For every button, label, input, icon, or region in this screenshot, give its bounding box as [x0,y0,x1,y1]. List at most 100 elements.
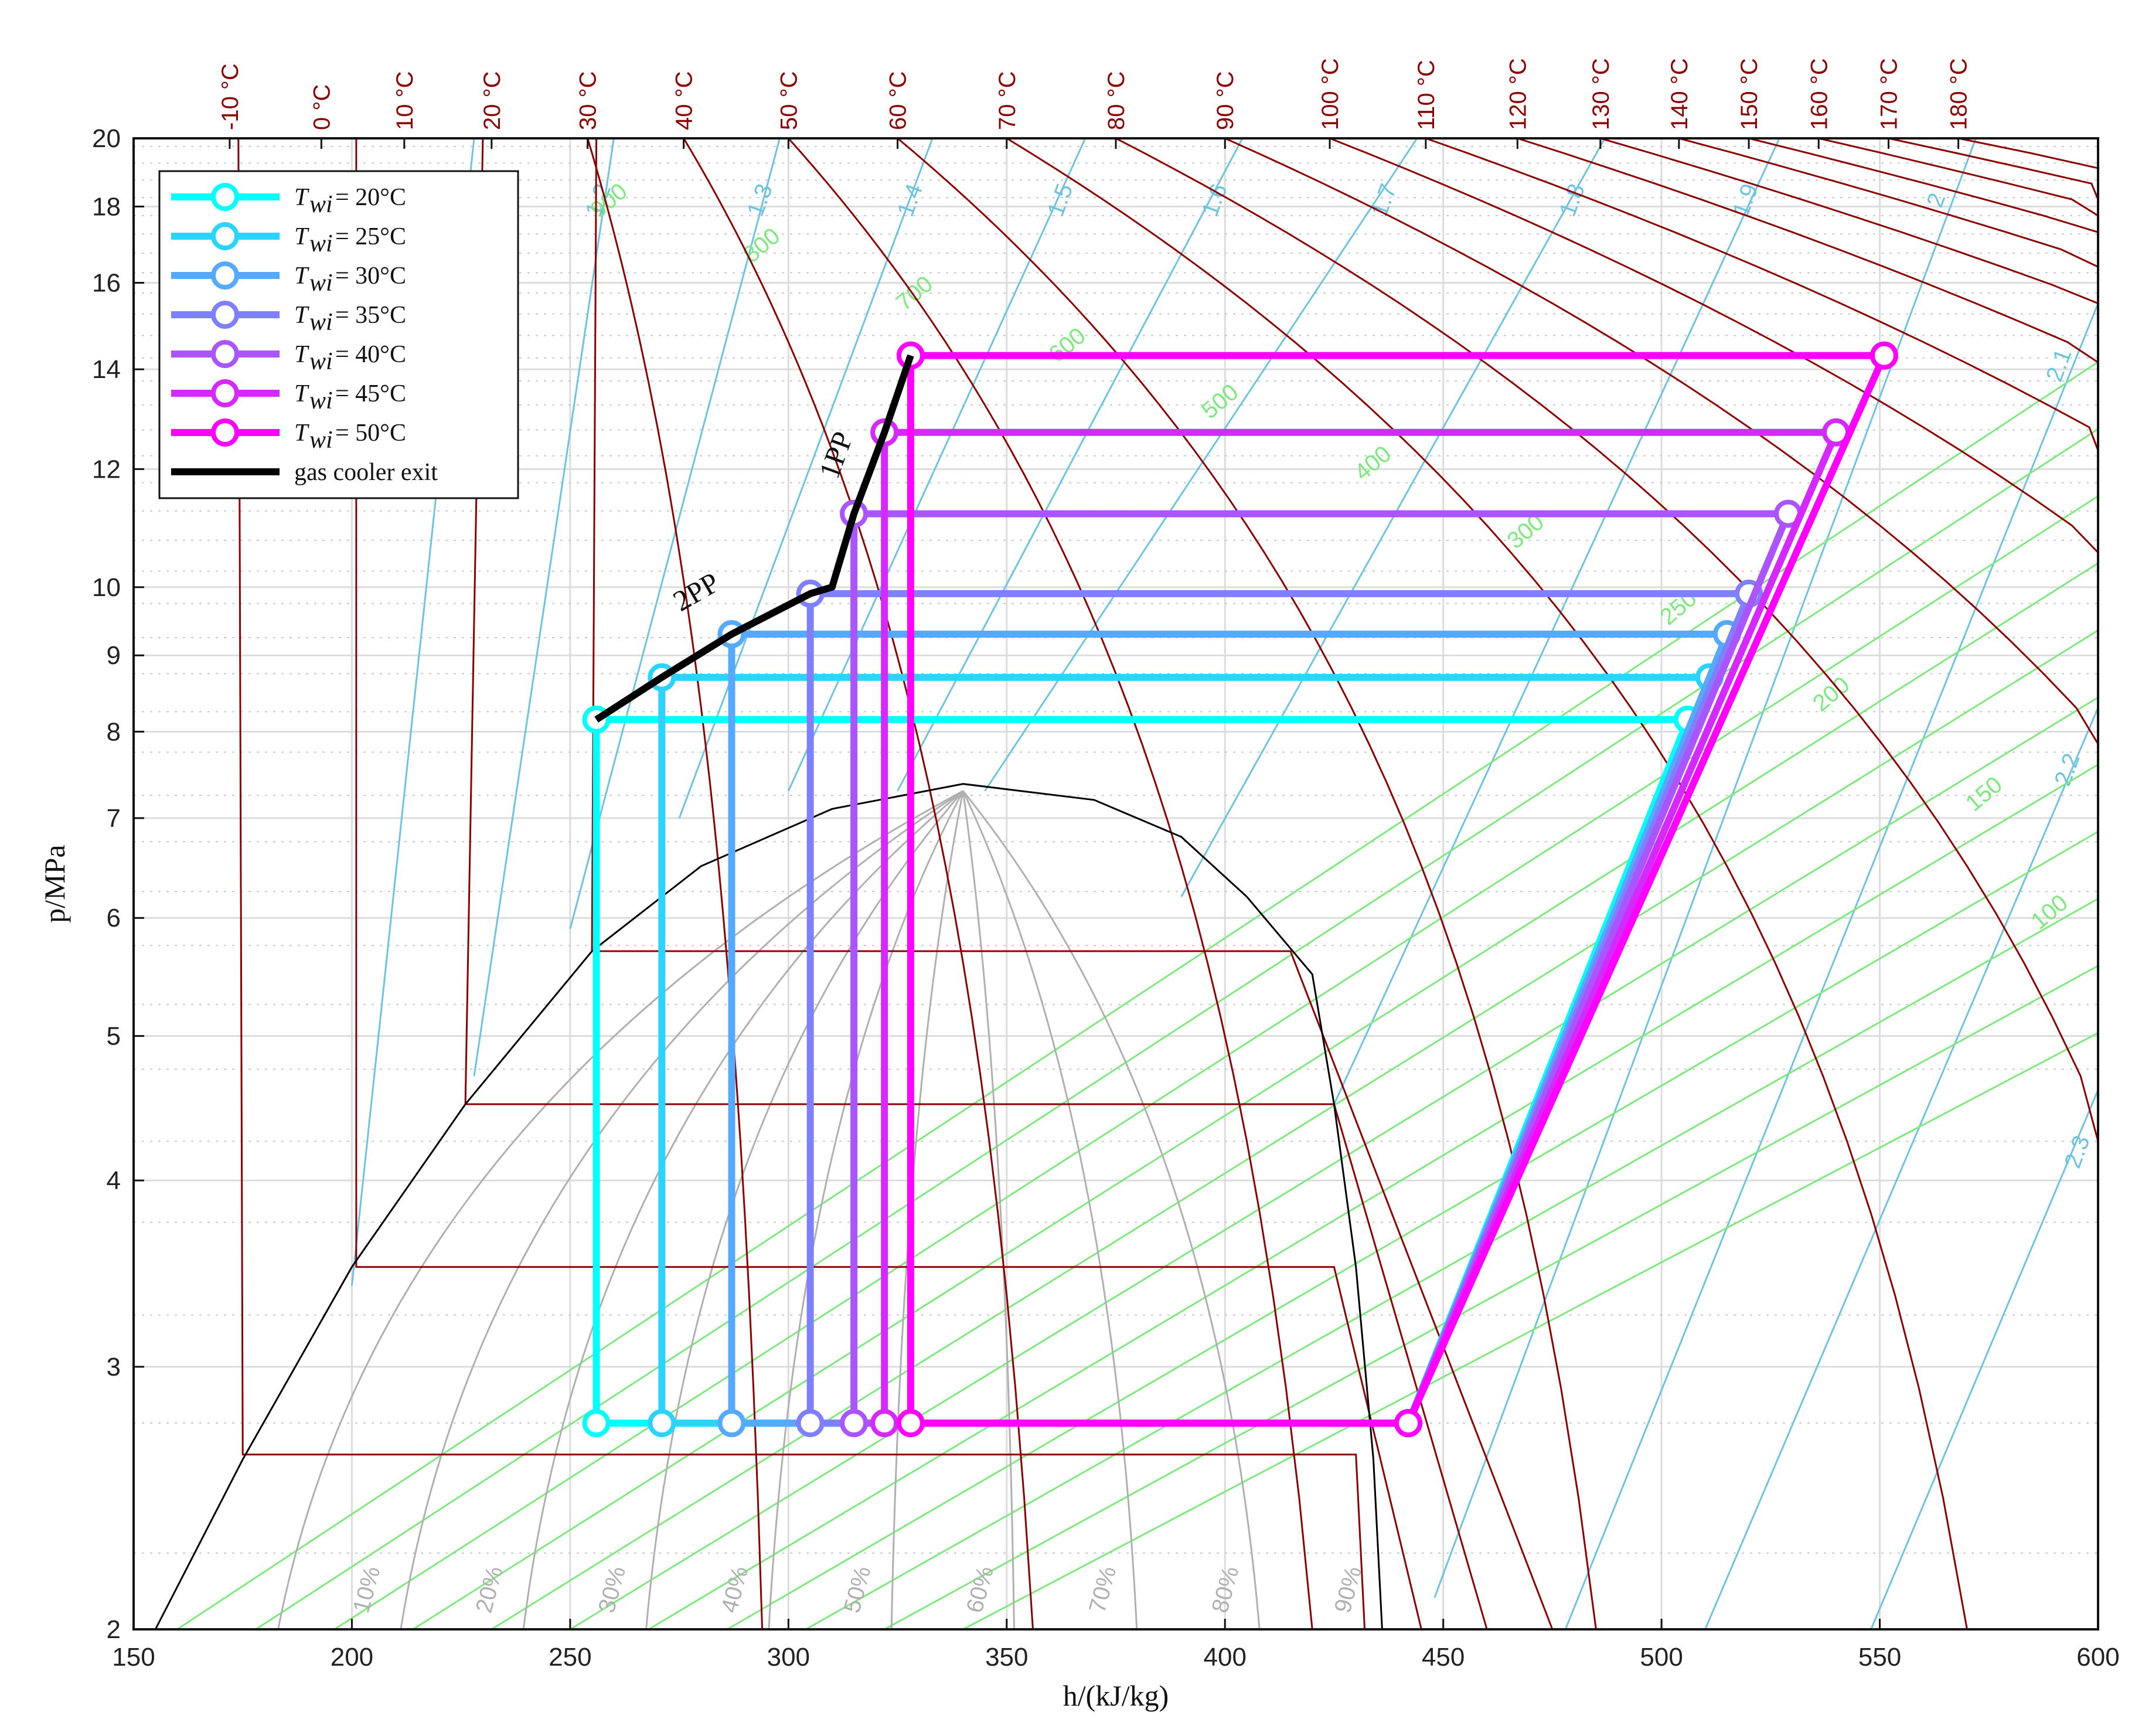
legend-sub: wi [309,230,333,257]
y-tick-label: 3 [107,1353,121,1381]
x-tick-label: 300 [767,1643,810,1672]
legend-marker [211,261,239,290]
top-tick-label: 0 °C [309,84,335,130]
top-tick-label: 160 °C [1806,58,1832,130]
y-tick-label: 16 [92,269,121,298]
x-tick-label: 200 [331,1643,373,1672]
quality-line [277,790,964,1630]
legend-var: T [294,420,309,447]
top-tick-label: -10 °C [217,63,243,130]
series-marker [1870,341,1899,370]
legend-sub: wi [309,191,333,218]
series-line [594,354,914,723]
isochor-label: 400 [1350,441,1396,486]
quality-label: 60% [962,1564,999,1616]
legend-marker [211,340,239,368]
isentrope-line [984,138,1418,792]
top-tick-label: 70 °C [995,72,1020,131]
top-tick-label: 180 °C [1946,58,1972,130]
quality-label: 50% [839,1564,876,1616]
isotherm-line [788,138,1313,1630]
top-tick-label: 20 °C [479,72,505,131]
isentrope-line [787,138,1087,792]
top-tick-label: 50 °C [776,72,802,131]
isentrope-label: 1.5 [1043,181,1078,220]
isotherm-line [1115,137,2099,1629]
series-line [881,428,1840,1427]
top-tick-label: 120 °C [1505,58,1531,130]
series-marker [870,1409,899,1438]
isochor-label: 600 [1044,323,1090,368]
x-tick-label: 600 [2076,1643,2119,1672]
legend-marker [211,418,239,447]
isochor-line [805,898,2099,1631]
legend-var: T [294,380,309,407]
legend-sub: wi [309,387,333,414]
legend-label: = 25°C [335,223,406,250]
legend-box [158,170,519,499]
isochor-label: 800 [738,223,785,268]
y-tick-label: 18 [92,192,121,221]
isotherm-line [683,138,1034,1630]
isentrope-line [1433,138,1977,1598]
legend-var: T [294,302,309,329]
top-tick-label: 60 °C [886,72,911,131]
x-tick-label: 500 [1640,1643,1683,1672]
isochor-label: 500 [1197,379,1243,424]
y-axis-title: p/MPa [38,845,71,923]
y-tick-label: 20 [92,124,121,153]
x-tick-label: 250 [549,1643,591,1672]
y-tick-label: 14 [92,355,121,384]
y-tick-label: 6 [107,904,121,932]
x-tick-label: 400 [1204,1643,1247,1672]
series-marker [717,1409,746,1438]
top-tick-label: 110 °C [1414,60,1439,130]
series-marker [796,1409,825,1438]
y-tick-label: 12 [92,455,121,484]
legend-label: = 40°C [335,341,406,368]
isochor-label: 700 [891,271,938,316]
isochor-line [333,495,2099,1631]
top-tick-label: 90 °C [1213,72,1238,131]
top-tick-label: 170 °C [1876,58,1902,130]
x-tick-label: 550 [1858,1643,1901,1672]
legend-sub: wi [309,309,333,336]
top-tick-label: 40 °C [672,72,697,131]
quality-line [400,790,964,1630]
series-marker [648,1409,676,1438]
legend-label: = 20°C [335,184,406,211]
isotherm-line [355,138,1422,1630]
saturation-dome [154,782,1383,1630]
y-tick-label: 8 [107,717,121,746]
isochor-line [570,696,2099,1631]
isotherm-line [1329,137,2099,1629]
x-axis-title: h/(kJ/kg) [1063,1679,1169,1712]
legend-label: gas cooler exit [294,459,438,486]
y-tick-label: 7 [107,804,121,833]
legend-var: T [294,223,309,250]
isentrope-line [1564,303,2099,1630]
y-tick-label: 5 [107,1022,121,1051]
isotherm-line [237,138,1366,1630]
annotation-1pp: 1PP [812,427,859,483]
legend-var: T [294,341,309,368]
legend-marker [211,379,239,407]
annotation-2pp: 2PP [668,566,725,618]
legend-label: = 50°C [335,420,406,447]
axes: 150 200 250 300 350 400 450 500 550 600 2 3 4 5 6 7 8 9 10… [92,58,2120,1672]
quality-label: 30% [594,1564,631,1616]
isotherm-line [1517,137,2099,1629]
isentrope-line [1870,1090,2099,1630]
isentrope-label: 2.3 [2059,1132,2095,1172]
x-tick-label: 150 [112,1643,155,1672]
isochor-label: 100 [2026,890,2072,935]
legend-var: T [294,184,309,211]
top-tick-label: 80 °C [1104,72,1129,131]
series-marker [840,1409,869,1438]
y-tick-label: 2 [107,1615,121,1644]
top-tick-label: 140 °C [1667,58,1693,130]
legend-marker [211,222,239,250]
legend-label: = 45°C [335,380,406,407]
isochor-line [962,1032,2099,1631]
